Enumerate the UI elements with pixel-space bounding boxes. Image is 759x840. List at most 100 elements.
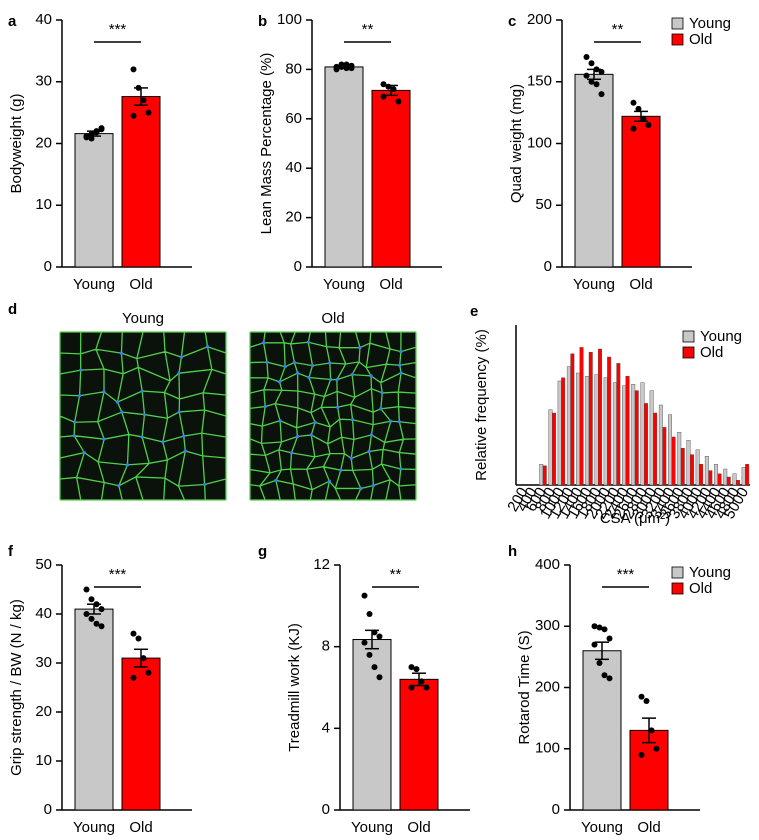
legend-label: Young <box>700 328 742 345</box>
data-point <box>380 81 387 88</box>
data-point <box>98 623 105 630</box>
data-point <box>343 61 350 68</box>
legend-swatch <box>671 17 684 30</box>
legend-label: Young <box>689 15 731 32</box>
data-point <box>395 98 402 105</box>
panel-letter: h <box>508 543 517 560</box>
x-tick-label: Young <box>351 819 393 836</box>
nucleus <box>203 482 207 487</box>
y-tick-label: 0 <box>544 258 552 275</box>
panel-letter: b <box>258 13 267 30</box>
nucleus <box>102 390 106 394</box>
data-point <box>135 635 142 642</box>
bar <box>699 464 704 486</box>
bar <box>579 347 584 486</box>
significance: *** <box>617 566 635 583</box>
data-point <box>98 606 105 613</box>
y-tick-label: 10 <box>35 196 52 213</box>
nucleus <box>306 340 310 344</box>
nucleus <box>328 361 332 365</box>
data-point <box>643 697 650 704</box>
bar <box>708 470 713 486</box>
x-tick-label: Young <box>581 819 623 836</box>
y-tick-label: 4 <box>322 719 330 736</box>
bar <box>695 449 700 486</box>
data-point <box>645 121 652 128</box>
data-point <box>591 623 598 630</box>
y-axis-label: Lean Mass Percentage (%) <box>258 53 275 235</box>
bar <box>631 384 636 486</box>
y-tick-label: 20 <box>285 209 302 226</box>
bar <box>686 440 691 486</box>
x-tick-label: Young <box>573 276 615 293</box>
nucleus <box>398 363 402 367</box>
y-tick-label: 30 <box>35 73 52 90</box>
y-tick-label: 0 <box>552 801 560 818</box>
data-point <box>606 675 613 682</box>
data-point <box>630 99 637 106</box>
bar <box>671 436 676 486</box>
legend-swatch <box>671 582 684 595</box>
nucleus <box>120 410 124 414</box>
nucleus <box>399 371 403 375</box>
data-point <box>653 745 660 752</box>
nucleus <box>336 405 340 409</box>
significance: *** <box>109 566 127 583</box>
nucleus <box>358 345 362 350</box>
nucleus <box>307 375 311 380</box>
bar <box>612 382 617 486</box>
data-point <box>366 611 373 617</box>
data-point <box>598 68 605 75</box>
y-tick-label: 0 <box>294 258 302 275</box>
y-axis-label: Treadmill work (KJ) <box>286 623 303 752</box>
nucleus <box>399 467 403 471</box>
data-point <box>98 126 105 133</box>
nucleus <box>82 450 86 455</box>
data-point <box>361 592 368 599</box>
data-point <box>88 596 95 603</box>
legend-swatch <box>671 566 684 579</box>
bar <box>634 390 639 486</box>
y-tick-label: 50 <box>35 556 52 573</box>
y-tick-label: 20 <box>35 134 52 151</box>
y-tick-label: 100 <box>535 740 560 757</box>
data-point <box>423 684 430 691</box>
y-tick-label: 150 <box>527 73 552 90</box>
data-point <box>88 615 95 622</box>
x-tick-label: Young <box>73 819 115 836</box>
nucleus <box>369 374 373 378</box>
data-point <box>140 655 147 662</box>
nucleus <box>140 389 144 393</box>
nucleus <box>335 378 339 382</box>
data-point <box>376 633 383 640</box>
data-point <box>593 81 600 88</box>
bar <box>566 366 571 486</box>
data-point <box>333 66 340 73</box>
nucleus <box>205 345 210 349</box>
micrograph <box>60 332 226 500</box>
nucleus <box>359 486 363 491</box>
panel-letter: f <box>8 543 14 560</box>
x-tick-label: Old <box>637 819 660 836</box>
nucleus <box>177 410 181 414</box>
data-point <box>371 629 378 636</box>
data-point <box>130 674 137 681</box>
bar <box>653 412 658 486</box>
panel-letter: c <box>508 13 516 30</box>
bar <box>680 448 685 486</box>
nucleus <box>313 420 317 424</box>
data-point <box>361 639 368 646</box>
bar <box>621 115 661 268</box>
x-tick-label: Young <box>323 276 365 293</box>
nucleus <box>119 351 124 355</box>
panel-letter: e <box>470 303 478 320</box>
nucleus <box>397 420 401 424</box>
data-point <box>140 97 147 104</box>
significance: ** <box>362 21 374 38</box>
data-point <box>135 84 142 91</box>
nucleus <box>389 419 393 423</box>
y-tick-label: 200 <box>527 11 552 28</box>
image-label: Old <box>321 310 344 327</box>
bar <box>640 382 645 486</box>
bar <box>352 639 392 811</box>
